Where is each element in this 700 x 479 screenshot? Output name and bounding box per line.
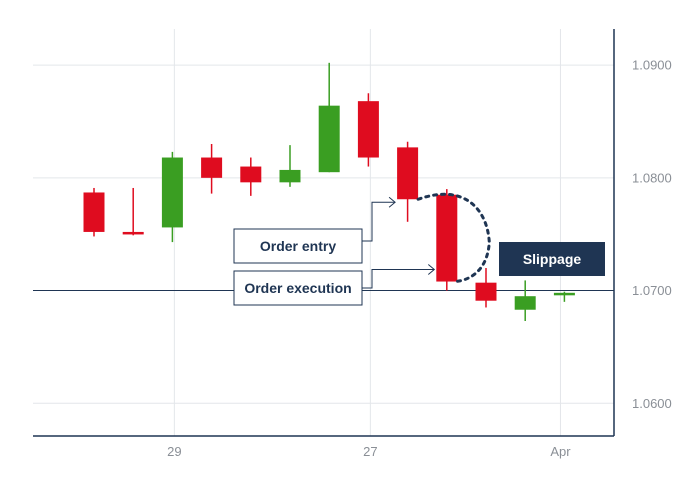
order-entry-arrow: [362, 201, 396, 242]
y-tick-label: 1.0800: [632, 170, 672, 185]
candle-body: [436, 194, 458, 282]
candle: [514, 280, 536, 322]
slippage-label: Slippage: [523, 251, 582, 267]
candle-body: [161, 157, 183, 228]
annotation-layer: Order entry Order execution Slippage: [233, 192, 605, 306]
candle-body: [357, 101, 379, 158]
order-execution-arrowhead: [427, 264, 436, 275]
axis-layer: 1.0900 1.0800 1.0700 1.0600 29 27 Apr: [33, 29, 672, 459]
candle-body: [279, 169, 301, 183]
candle-layer: [83, 62, 575, 322]
candle-body: [514, 296, 536, 310]
y-tick-label: 1.0900: [632, 58, 672, 73]
order-entry-arrowhead: [388, 196, 396, 208]
candle: [475, 268, 497, 308]
candle: [240, 157, 262, 196]
candle-body: [83, 192, 105, 232]
x-tick-label: Apr: [550, 444, 571, 459]
candle: [201, 143, 223, 194]
candle: [357, 93, 379, 167]
candle-body: [397, 147, 419, 200]
x-tick-label: 27: [363, 444, 377, 459]
y-tick-label: 1.0600: [632, 396, 672, 411]
candle-body: [553, 292, 575, 296]
candle: [279, 145, 301, 187]
order-entry-label: Order entry: [260, 238, 336, 254]
x-tick-label: 29: [167, 444, 181, 459]
candle: [161, 151, 183, 243]
candle: [122, 187, 144, 236]
candle-body: [201, 157, 223, 178]
candle: [436, 189, 458, 291]
candle: [553, 291, 575, 302]
slippage-badge: [499, 242, 605, 276]
candle: [397, 141, 419, 222]
candle-body: [475, 282, 497, 301]
y-tick-label: 1.0700: [632, 283, 672, 298]
order-entry-box: [233, 228, 363, 264]
candle-body: [122, 231, 144, 235]
order-execution-arrow: [362, 269, 435, 289]
candle-body: [318, 105, 340, 173]
candle: [83, 187, 105, 237]
order-execution-box: [233, 270, 363, 306]
candle-body: [240, 166, 262, 183]
candle: [318, 62, 340, 173]
slippage-arc: [416, 192, 491, 284]
order-execution-label: Order execution: [244, 280, 351, 296]
